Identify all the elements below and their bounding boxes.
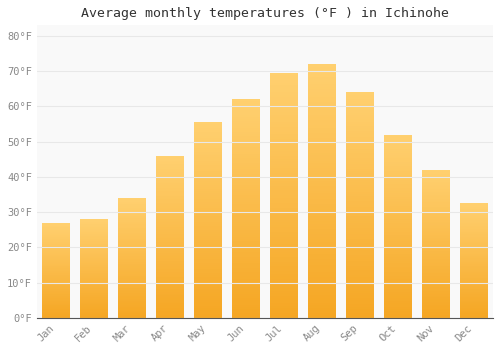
Title: Average monthly temperatures (°F ) in Ichinohe: Average monthly temperatures (°F ) in Ic… (81, 7, 449, 20)
